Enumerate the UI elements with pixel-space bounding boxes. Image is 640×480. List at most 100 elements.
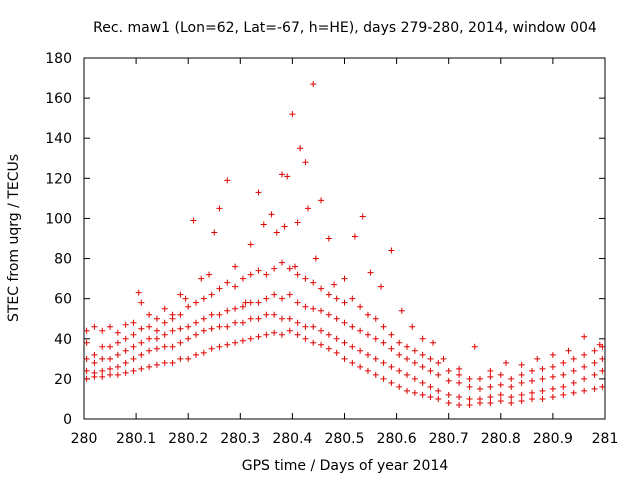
data-point — [169, 315, 176, 322]
data-point — [581, 333, 588, 340]
y-tick-label: 80 — [54, 252, 72, 268]
data-point — [570, 389, 577, 396]
data-point — [138, 325, 145, 332]
data-point — [169, 343, 176, 350]
data-point — [114, 351, 121, 358]
y-tick-label: 40 — [54, 332, 72, 348]
data-point — [372, 355, 379, 362]
data-point — [255, 333, 262, 340]
data-point — [107, 343, 114, 350]
data-point — [404, 355, 411, 362]
data-point — [177, 355, 184, 362]
data-point — [599, 367, 606, 374]
data-point — [294, 271, 301, 278]
data-point — [200, 315, 207, 322]
data-point — [591, 359, 598, 366]
data-point — [565, 347, 572, 354]
data-point — [271, 291, 278, 298]
data-point — [396, 383, 403, 390]
x-tick-label: 280 — [71, 431, 98, 447]
x-tick-label: 280.9 — [533, 431, 573, 447]
data-point — [146, 335, 153, 342]
x-tick-label: 280.6 — [377, 431, 417, 447]
data-point — [419, 391, 426, 398]
data-point — [130, 331, 137, 338]
data-point — [508, 393, 515, 400]
data-point — [138, 339, 145, 346]
data-point — [146, 347, 153, 354]
data-point — [341, 275, 348, 282]
data-point — [278, 171, 285, 178]
data-point — [325, 311, 332, 318]
y-tick-label: 120 — [45, 171, 72, 187]
data-point — [208, 325, 215, 332]
data-point — [122, 335, 129, 342]
data-point — [599, 343, 606, 350]
data-point — [239, 337, 246, 344]
x-tick-label: 280.3 — [220, 431, 260, 447]
axes — [83, 57, 606, 420]
data-point — [130, 367, 137, 374]
data-point — [466, 375, 473, 382]
data-point — [292, 263, 299, 270]
data-point — [302, 335, 309, 342]
data-point — [263, 295, 270, 302]
data-point — [364, 351, 371, 358]
data-point — [289, 111, 296, 118]
data-point — [239, 275, 246, 282]
data-point — [185, 335, 192, 342]
data-point — [411, 359, 418, 366]
data-point — [302, 323, 309, 330]
data-point — [122, 347, 129, 354]
data-point — [570, 355, 577, 362]
data-point — [359, 213, 366, 220]
data-point — [497, 391, 504, 398]
data-point — [263, 271, 270, 278]
data-point — [153, 345, 160, 352]
data-point — [208, 311, 215, 318]
data-point — [146, 323, 153, 330]
data-point — [549, 363, 556, 370]
data-point — [208, 345, 215, 352]
data-point — [419, 351, 426, 358]
data-point — [146, 363, 153, 370]
y-tick-label: 100 — [45, 211, 72, 227]
data-point — [247, 241, 254, 248]
data-point — [529, 367, 536, 374]
data-point — [294, 331, 301, 338]
data-point — [122, 359, 129, 366]
data-point — [539, 365, 546, 372]
data-point — [435, 359, 442, 366]
data-point — [349, 343, 356, 350]
data-point — [333, 349, 340, 356]
data-point — [380, 323, 387, 330]
data-point — [91, 323, 98, 330]
data-point — [456, 393, 463, 400]
data-point — [107, 323, 114, 330]
data-point — [411, 375, 418, 382]
y-tick-label: 20 — [54, 372, 72, 388]
data-point — [430, 339, 437, 346]
data-point — [396, 367, 403, 374]
data-point — [570, 367, 577, 374]
data-point — [278, 331, 285, 338]
data-point — [286, 327, 293, 334]
data-point — [367, 269, 374, 276]
data-point — [130, 355, 137, 362]
data-point — [122, 321, 129, 328]
data-point — [138, 365, 145, 372]
data-point — [411, 389, 418, 396]
plot-frame — [83, 57, 606, 420]
data-point — [508, 383, 515, 390]
data-point — [325, 291, 332, 298]
data-point — [508, 399, 515, 406]
data-point — [404, 343, 411, 350]
data-point — [268, 211, 275, 218]
data-point — [232, 319, 239, 326]
chart-title: Rec. maw1 (Lon=62, Lat=-67, h=HE), days … — [93, 20, 597, 36]
data-point — [534, 355, 541, 362]
y-tick-label: 60 — [54, 292, 72, 308]
data-point — [333, 315, 340, 322]
data-point — [138, 351, 145, 358]
